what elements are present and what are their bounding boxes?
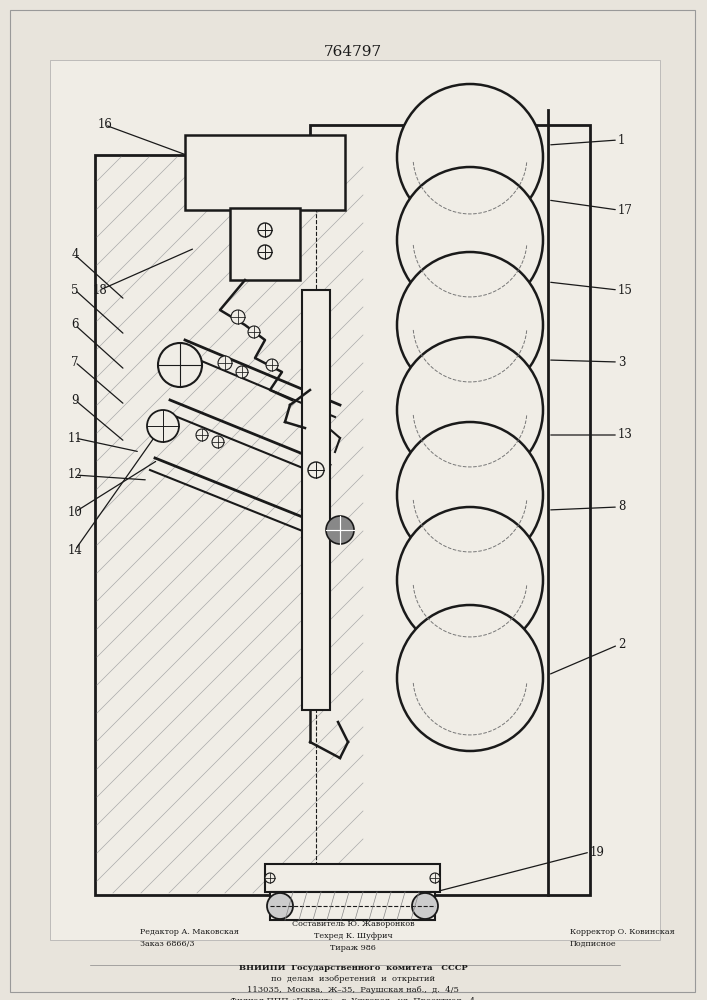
Circle shape [326,516,354,544]
Bar [185,135,345,210]
Bar [310,125,590,895]
Circle shape [397,422,543,568]
Text: 10: 10 [68,506,83,518]
Text: 11: 11 [68,432,83,444]
Text: 2: 2 [618,639,626,652]
Text: 18: 18 [93,284,107,296]
Text: 13: 13 [618,428,633,442]
Circle shape [397,84,543,230]
Text: 8: 8 [618,500,626,514]
Text: Тираж 986: Тираж 986 [330,944,376,952]
Text: по  делам  изобретений  и  открытий: по делам изобретений и открытий [271,975,435,983]
Circle shape [397,507,543,653]
Bar [97,157,363,893]
Text: 15: 15 [618,284,633,296]
Text: 14: 14 [68,544,83,556]
Text: ВНИИПИ  Государственного  комитета   СССР: ВНИИПИ Государственного комитета СССР [239,964,467,972]
Text: 5: 5 [71,284,78,296]
Text: 7: 7 [71,356,78,368]
Circle shape [412,893,438,919]
Circle shape [248,326,260,338]
Text: Корректор О. Ковинская: Корректор О. Ковинская [570,928,674,936]
Circle shape [397,252,543,398]
Circle shape [266,359,278,371]
Bar [265,864,440,892]
Text: 764797: 764797 [324,45,382,59]
Text: 113035,  Москва,  Ж–35,  Раушская наб.,  д.  4/5: 113035, Москва, Ж–35, Раушская наб., д. … [247,986,459,994]
Text: 9: 9 [71,393,78,406]
Bar [50,60,660,940]
Bar [230,208,300,280]
Text: Составитель Ю. Жаворонков: Составитель Ю. Жаворонков [292,920,414,928]
Circle shape [258,223,272,237]
Circle shape [308,462,324,478]
Circle shape [196,429,208,441]
Circle shape [397,337,543,483]
Text: Филиал ППП «Патент»,  г. Ужгород,  ул. Проектная,  4: Филиал ППП «Патент», г. Ужгород, ул. Про… [230,997,476,1000]
Circle shape [212,436,224,448]
Circle shape [147,410,179,442]
Text: 16: 16 [98,118,112,131]
Bar [270,892,435,920]
Circle shape [397,605,543,751]
Circle shape [430,873,440,883]
Text: 17: 17 [618,204,633,217]
Text: Заказ 6866/3: Заказ 6866/3 [140,940,194,948]
Circle shape [158,343,202,387]
Circle shape [218,356,232,370]
Text: Подписное: Подписное [570,940,617,948]
Text: 4: 4 [71,248,78,261]
Text: 1: 1 [618,133,626,146]
Circle shape [397,167,543,313]
Circle shape [267,893,293,919]
Text: Техред К. Шуфрич: Техред К. Шуфрич [314,932,392,940]
Circle shape [236,366,248,378]
Circle shape [265,873,275,883]
Text: Редактор А. Маковская: Редактор А. Маковская [140,928,239,936]
Bar [302,290,330,710]
Circle shape [231,310,245,324]
Text: 3: 3 [618,356,626,368]
Circle shape [258,245,272,259]
Text: 19: 19 [590,846,605,858]
Text: 6: 6 [71,318,78,332]
Text: 12: 12 [68,468,83,482]
Bar [95,155,365,895]
